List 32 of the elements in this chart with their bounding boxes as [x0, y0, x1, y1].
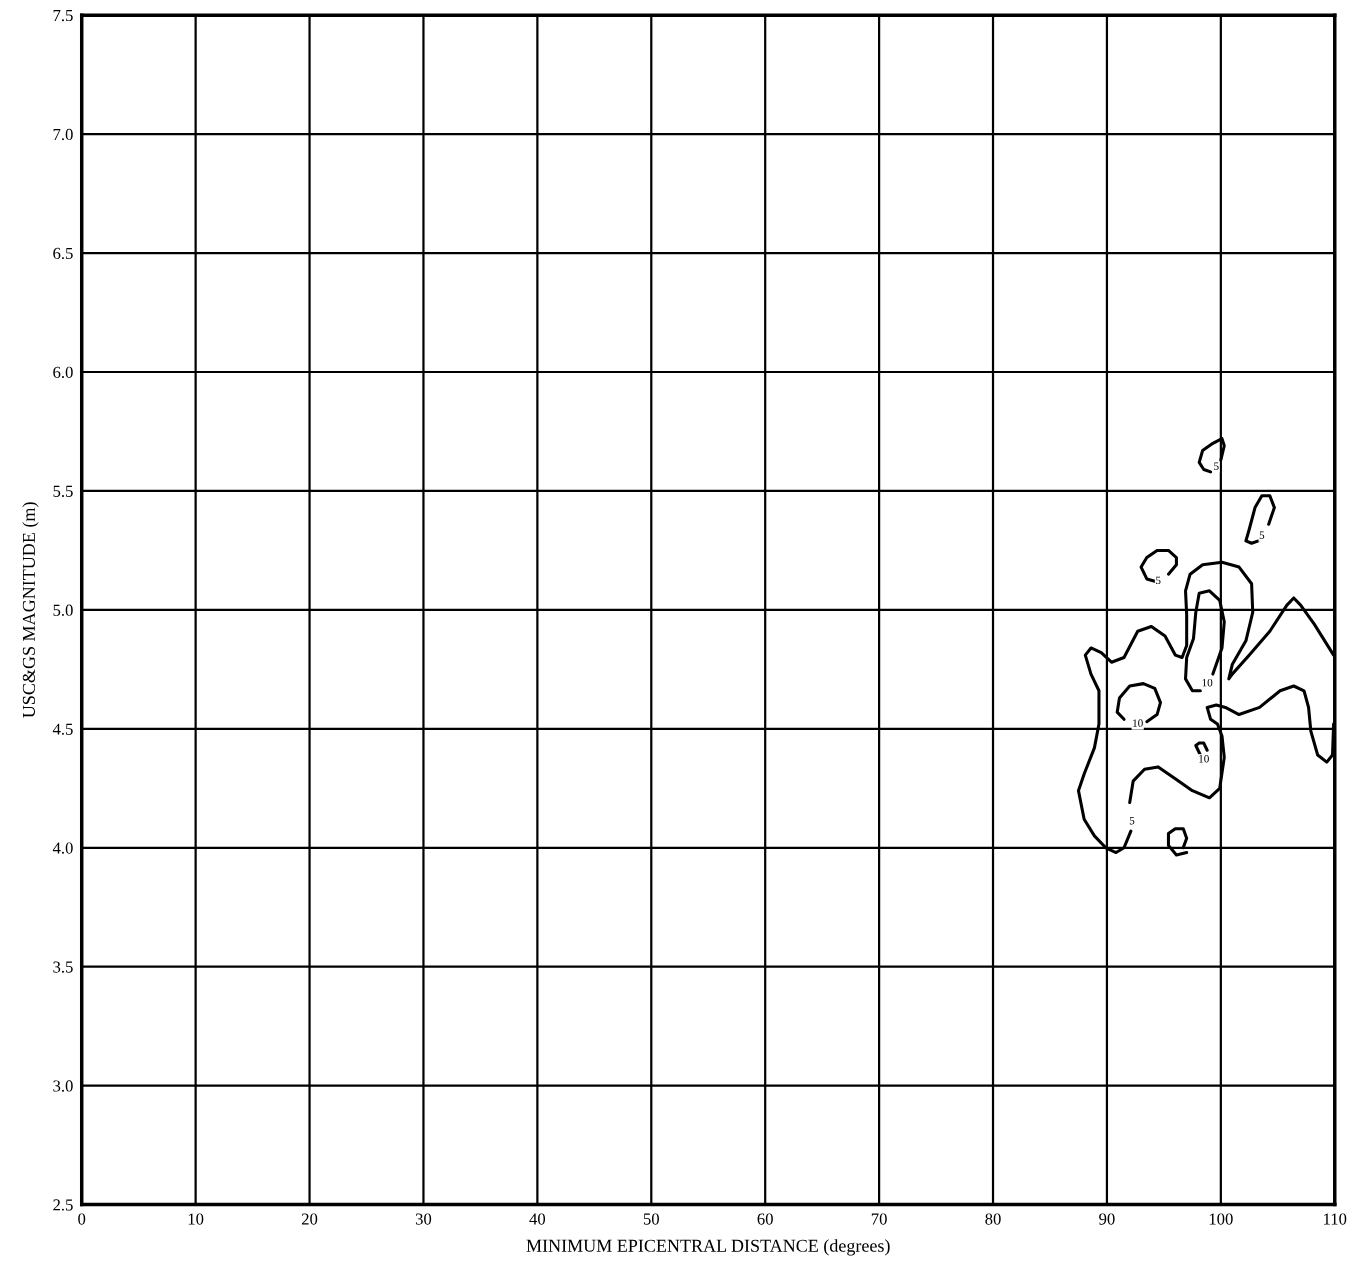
x-tick-label: 110 [1324, 1213, 1347, 1225]
annotation: 10 [1202, 678, 1213, 687]
x-tick-label: 20 [301, 1213, 318, 1225]
y-tick-label: 4.5 [52, 723, 73, 735]
x-tick-label: 100 [1209, 1213, 1233, 1225]
x-tick-label: 50 [643, 1213, 659, 1225]
line-series [1244, 494, 1276, 545]
y-tick-label: 3.0 [53, 1080, 73, 1092]
x-tick-label: 30 [415, 1213, 432, 1225]
y-axis-title: USC&GS MAGNITUDE (m) [22, 502, 39, 718]
x-axis-title: MINIMUM EPICENTRAL DISTANCE (degrees) [526, 1239, 890, 1256]
annotation: 10 [1133, 719, 1143, 727]
annotation: 10 [1199, 755, 1209, 763]
y-tick-label: 4.0 [52, 842, 73, 854]
y-tick-label: 3.5 [53, 961, 73, 973]
y-tick-label: 7.0 [53, 128, 73, 141]
x-tick-label: 60 [757, 1213, 773, 1225]
y-tick-label: 5.5 [53, 485, 73, 497]
x-tick-label: 10 [188, 1213, 204, 1225]
x-tick-label: 80 [985, 1213, 1001, 1225]
y-tick-label: 7.5 [53, 10, 73, 22]
y-tick-label: 6.0 [53, 366, 73, 379]
annotation: 5 [1129, 816, 1135, 825]
x-tick-label: 0 [78, 1213, 86, 1225]
annotation: 5 [1214, 462, 1219, 470]
y-tick-label: 5.0 [53, 604, 73, 616]
x-tick-label: 70 [871, 1213, 887, 1225]
x-tick-label: 40 [529, 1213, 546, 1225]
y-tick-label: 6.5 [53, 247, 73, 260]
x-tick-label: 90 [1099, 1213, 1115, 1225]
annotation: 5 [1259, 531, 1265, 539]
y-tick-label: 2.5 [53, 1199, 73, 1211]
